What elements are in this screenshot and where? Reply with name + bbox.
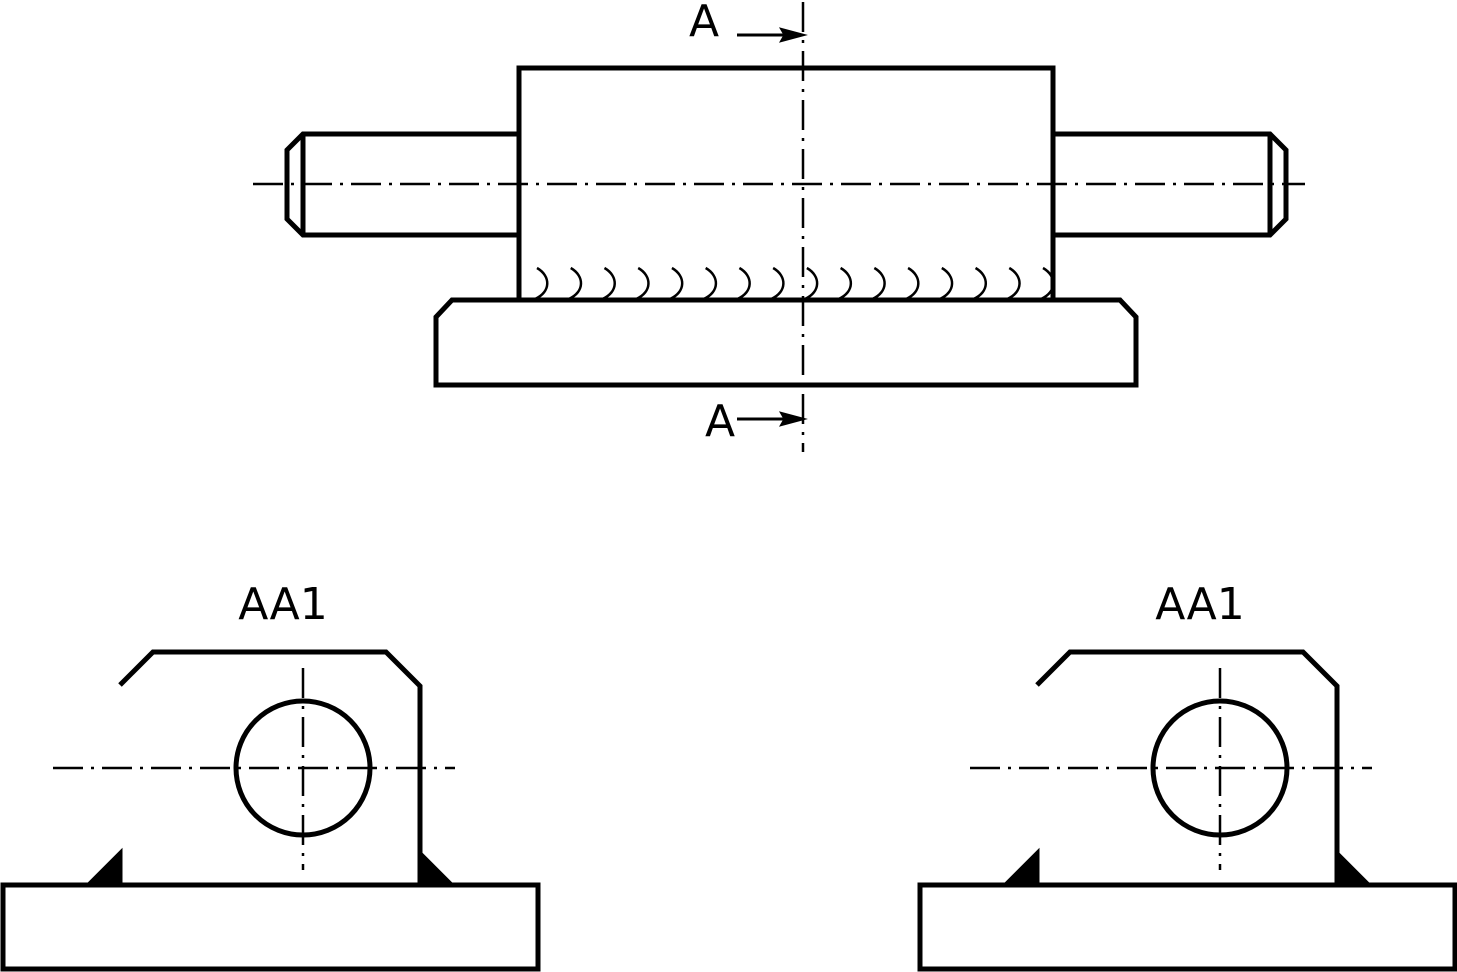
base-plate (433, 297, 1139, 388)
section-mark-bottom: A (705, 396, 735, 447)
weld-arc (669, 266, 684, 301)
section-arrow-top (737, 27, 808, 43)
weld-arc (905, 266, 920, 301)
fillet-weld-right-b (1336, 849, 1373, 886)
weld-arc (939, 266, 954, 301)
section-view-title-left: AA1 (238, 579, 327, 630)
base-plate-left (0, 882, 541, 972)
base-plate-right (917, 882, 1457, 972)
weld-arc (770, 266, 785, 301)
weld-arc (838, 266, 853, 301)
bracket-body-right (1035, 649, 1340, 885)
weld-bead-symbols (534, 266, 1055, 301)
fillet-weld-left-b (419, 849, 456, 886)
fillet-weld-right-a (1001, 847, 1040, 886)
weld-arc (568, 266, 583, 301)
weld-arc (1006, 266, 1021, 301)
section-view-right: AA1 (917, 579, 1457, 972)
weld-arc (703, 266, 718, 301)
section-view-left: AA1 (0, 579, 541, 972)
weld-arc (804, 266, 819, 301)
front-view: A A (253, 0, 1305, 452)
weld-arc (972, 266, 988, 301)
section-view-title-right: AA1 (1155, 579, 1244, 630)
weld-arc (601, 266, 616, 301)
bracket-body-left (118, 649, 423, 885)
weld-arc (871, 266, 886, 301)
left-shaft (284, 131, 519, 238)
weld-arc (635, 266, 650, 301)
weld-arc (1040, 266, 1055, 301)
section-mark-top: A (689, 0, 719, 47)
weld-arc (534, 266, 549, 301)
weld-arc (736, 266, 751, 301)
fillet-weld-left-a (84, 847, 123, 886)
section-arrow-bottom (737, 411, 808, 427)
